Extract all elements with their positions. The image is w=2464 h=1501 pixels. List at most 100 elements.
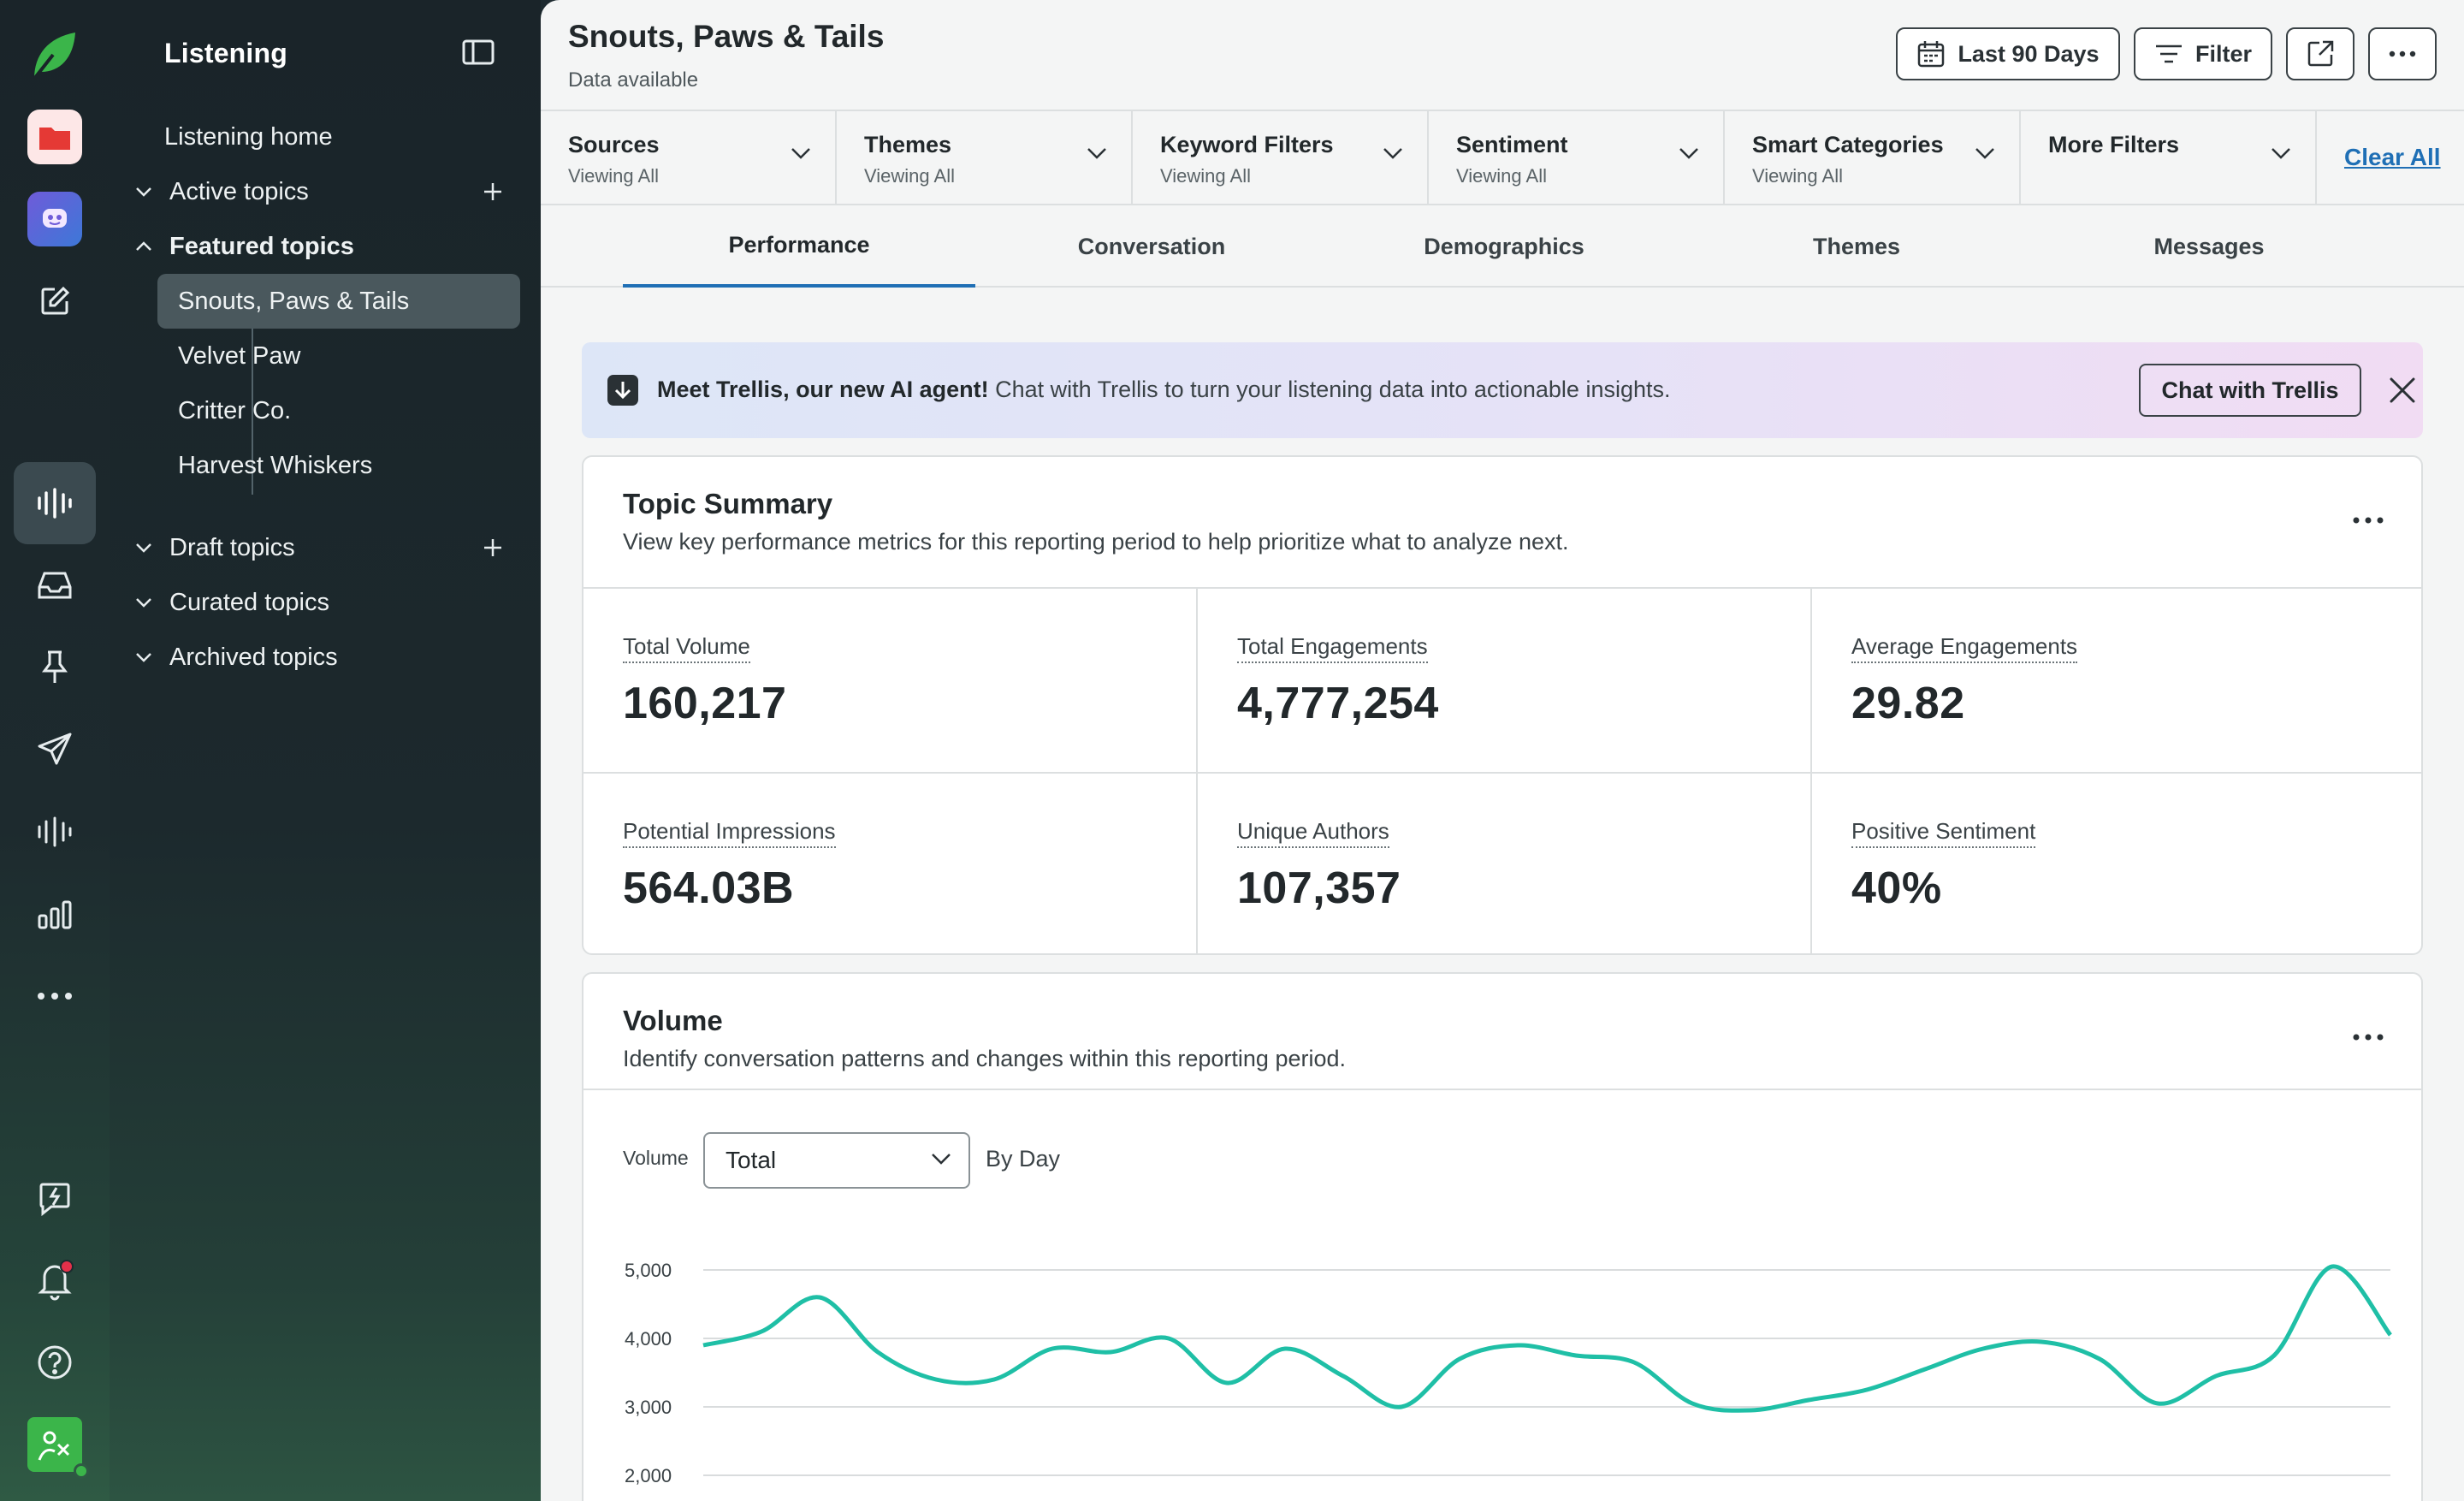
chevron-down-icon bbox=[1383, 147, 1403, 159]
date-range-button[interactable]: Last 90 Days bbox=[1896, 27, 2120, 80]
clear-all-link[interactable]: Clear All bbox=[2344, 144, 2441, 170]
sprout-logo-icon[interactable] bbox=[14, 15, 96, 98]
nav-active-topics[interactable]: Active topics bbox=[135, 168, 520, 216]
reports-icon[interactable] bbox=[14, 873, 96, 955]
tab-themes[interactable]: Themes bbox=[1812, 233, 1901, 259]
help-icon[interactable] bbox=[14, 1321, 96, 1403]
add-active-topic-icon[interactable] bbox=[483, 181, 503, 202]
nav-draft-topics-label: Draft topics bbox=[169, 533, 295, 561]
metric-label[interactable]: Average Engagements bbox=[1851, 633, 2078, 663]
featured-topic-label: Velvet Paw bbox=[178, 341, 301, 370]
listening-icon[interactable] bbox=[14, 462, 96, 544]
metric-potential-impressions: Potential Impressions 564.03B bbox=[583, 772, 1198, 953]
tab-messages[interactable]: Messages bbox=[2153, 233, 2265, 259]
filter-sentiment-label: Sentiment bbox=[1456, 132, 1568, 157]
more-apps-icon[interactable] bbox=[14, 955, 96, 1037]
nav-curated-topics[interactable]: Curated topics bbox=[135, 578, 520, 626]
volume-divider bbox=[583, 1089, 2421, 1090]
tab-performance[interactable]: Performance bbox=[623, 205, 975, 288]
volume-control-label: Volume bbox=[623, 1147, 689, 1169]
filter-smart-categories[interactable]: Smart Categories Viewing All bbox=[1725, 111, 2021, 204]
filter-themes[interactable]: Themes Viewing All bbox=[837, 111, 1133, 204]
chevron-down-icon bbox=[1679, 147, 1699, 159]
chat-with-trellis-button[interactable]: Chat with Trellis bbox=[2139, 364, 2361, 417]
waveform-icon[interactable] bbox=[14, 791, 96, 873]
listening-nav-panel: Listening Listening home Active topics F… bbox=[110, 0, 541, 1501]
filter-themes-label: Themes bbox=[864, 132, 952, 157]
chevron-down-icon bbox=[135, 652, 169, 662]
metric-value: 40% bbox=[1851, 863, 1942, 913]
featured-topic-item[interactable]: Velvet Paw bbox=[157, 329, 520, 383]
more-horizontal-icon[interactable] bbox=[2353, 1034, 2384, 1041]
y-tick-label: 5,000 bbox=[625, 1260, 672, 1281]
folder-app-icon[interactable] bbox=[14, 96, 96, 178]
nav-listening-home-label: Listening home bbox=[164, 122, 333, 151]
featured-topic-item[interactable]: Critter Co. bbox=[157, 383, 520, 438]
banner-bold-text: Meet Trellis, our new AI agent! bbox=[657, 377, 989, 402]
external-link-icon bbox=[2306, 39, 2335, 68]
volume-description: Identify conversation patterns and chang… bbox=[623, 1046, 1347, 1071]
filter-button[interactable]: Filter bbox=[2134, 27, 2272, 80]
chevron-down-icon bbox=[135, 543, 169, 553]
metric-label[interactable]: Total Volume bbox=[623, 633, 750, 663]
tab-demographics[interactable]: Demographics bbox=[1424, 233, 1584, 259]
pin-icon[interactable] bbox=[14, 626, 96, 709]
nav-archived-topics[interactable]: Archived topics bbox=[135, 633, 520, 681]
compose-icon[interactable] bbox=[14, 260, 96, 342]
granularity-label: By Day bbox=[986, 1146, 1061, 1172]
nav-draft-topics[interactable]: Draft topics bbox=[135, 524, 520, 572]
metric-total-volume: Total Volume 160,217 bbox=[583, 587, 1198, 772]
page-subtitle: Data available bbox=[568, 68, 699, 92]
chevron-down-icon bbox=[1975, 147, 1995, 159]
user-avatar[interactable] bbox=[14, 1403, 96, 1486]
metric-value: 160,217 bbox=[623, 679, 787, 728]
metric-unique-authors: Unique Authors 107,357 bbox=[1198, 772, 1812, 953]
nav-curated-topics-label: Curated topics bbox=[169, 588, 329, 616]
filter-keyword-filters[interactable]: Keyword Filters Viewing All bbox=[1133, 111, 1429, 204]
metric-label[interactable]: Positive Sentiment bbox=[1851, 818, 2036, 848]
send-icon[interactable] bbox=[14, 709, 96, 791]
metric-value: 107,357 bbox=[1237, 863, 1401, 913]
filter-sources[interactable]: Sources Viewing All bbox=[541, 111, 837, 204]
filter-sentiment[interactable]: Sentiment Viewing All bbox=[1429, 111, 1725, 204]
volume-series-line[interactable] bbox=[702, 1264, 2392, 1413]
filter-smart-categories-label: Smart Categories bbox=[1752, 132, 1944, 157]
more-horizontal-icon bbox=[2389, 50, 2416, 57]
nav-listening-home[interactable]: Listening home bbox=[164, 113, 520, 161]
chevron-down-icon bbox=[931, 1153, 951, 1165]
calendar-icon bbox=[1916, 39, 1946, 68]
filter-sources-value: Viewing All bbox=[568, 165, 659, 187]
metric-value: 4,777,254 bbox=[1237, 679, 1439, 728]
collapse-sidebar-icon[interactable] bbox=[462, 39, 495, 65]
filter-more-filters[interactable]: More Filters bbox=[2021, 111, 2317, 204]
nav-active-topics-label: Active topics bbox=[169, 177, 309, 205]
more-horizontal-icon[interactable] bbox=[2353, 517, 2384, 524]
topic-summary-title: Topic Summary bbox=[623, 488, 833, 519]
nav-title: Listening bbox=[164, 38, 288, 68]
inbox-icon[interactable] bbox=[14, 544, 96, 626]
metric-label[interactable]: Potential Impressions bbox=[623, 818, 836, 848]
metric-label[interactable]: Total Engagements bbox=[1237, 633, 1428, 663]
featured-topic-item[interactable]: Snouts, Paws & Tails bbox=[157, 274, 520, 329]
tab-conversation[interactable]: Conversation bbox=[1077, 233, 1226, 259]
report-tabs: Performance Conversation Demographics Th… bbox=[541, 205, 2464, 288]
close-icon[interactable] bbox=[2389, 377, 2416, 404]
featured-topic-label: Critter Co. bbox=[178, 396, 292, 424]
metric-average-engagements: Average Engagements 29.82 bbox=[1812, 587, 2421, 772]
more-options-button[interactable] bbox=[2368, 27, 2437, 80]
volume-metric-select[interactable]: Total bbox=[703, 1132, 970, 1189]
metric-positive-sentiment: Positive Sentiment 40% bbox=[1812, 772, 2421, 953]
ai-assistant-icon[interactable] bbox=[14, 178, 96, 260]
feedback-icon[interactable] bbox=[14, 1157, 96, 1239]
filters-bar: Sources Viewing All Themes Viewing All K… bbox=[541, 110, 2464, 205]
y-tick-label: 3,000 bbox=[625, 1397, 672, 1418]
add-draft-topic-icon[interactable] bbox=[483, 537, 503, 558]
export-button[interactable] bbox=[2286, 27, 2354, 80]
banner-body-text: Chat with Trellis to turn your listening… bbox=[988, 377, 1671, 402]
metric-label[interactable]: Unique Authors bbox=[1237, 818, 1389, 848]
date-range-label: Last 90 Days bbox=[1958, 40, 2100, 67]
notifications-bell-icon[interactable] bbox=[14, 1239, 96, 1321]
nav-featured-topics[interactable]: Featured topics bbox=[135, 222, 520, 270]
featured-topic-item[interactable]: Harvest Whiskers bbox=[157, 438, 520, 493]
filter-keyword-value: Viewing All bbox=[1160, 165, 1251, 187]
